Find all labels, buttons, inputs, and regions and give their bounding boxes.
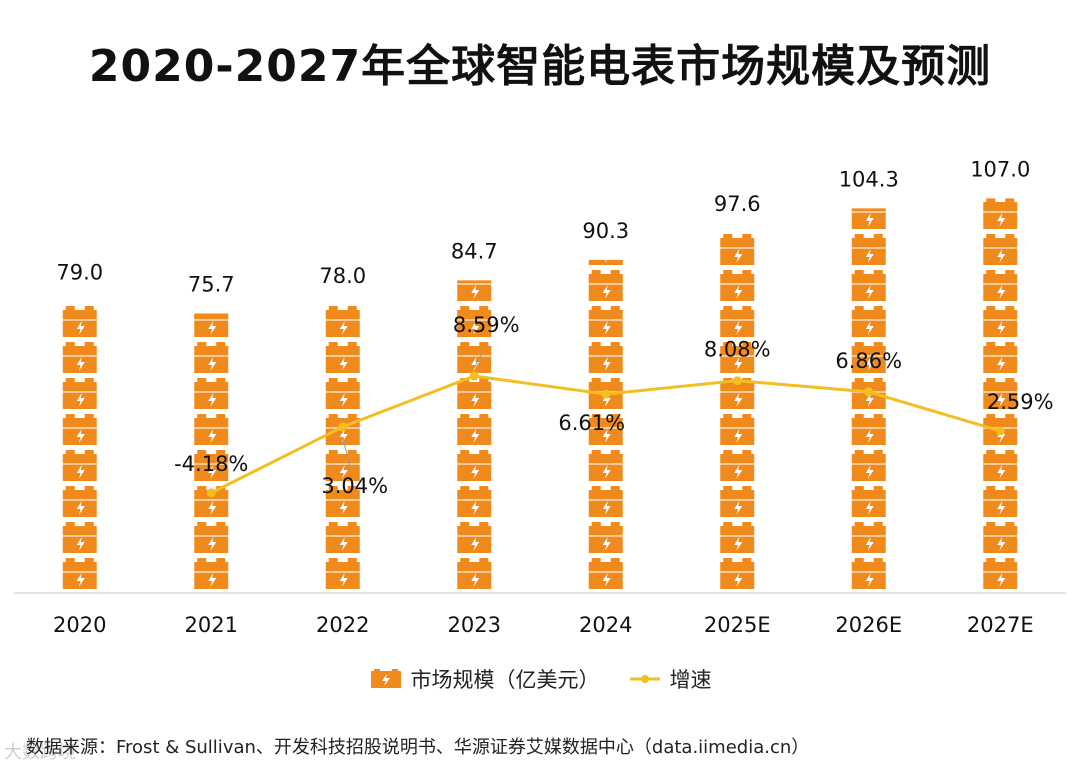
chart-legend: 市场规模（亿美元） 增速 xyxy=(0,664,1080,694)
bar-2025E[interactable] xyxy=(720,198,755,589)
x-tick-label: 2020 xyxy=(53,613,106,637)
bar-value-label: 79.0 xyxy=(56,260,103,284)
bar-2026E[interactable] xyxy=(851,162,886,589)
x-tick-label: 2025E xyxy=(704,613,771,637)
line-marker-icon xyxy=(629,675,660,683)
bar-value-label: 97.6 xyxy=(714,192,761,216)
growth-value-label: 8.59% xyxy=(453,313,520,337)
bar-2027E[interactable] xyxy=(983,162,1018,589)
x-tick-label: 2023 xyxy=(448,613,501,637)
watermark: 大数跨境 xyxy=(4,742,76,763)
x-tick-label: 2022 xyxy=(316,613,369,637)
bar-2023[interactable] xyxy=(457,234,492,589)
growth-point[interactable] xyxy=(338,422,348,432)
growth-value-label: -4.18% xyxy=(174,452,248,476)
growth-point[interactable] xyxy=(601,389,611,399)
legend-item-growth[interactable]: 增速 xyxy=(628,664,712,694)
growth-point[interactable] xyxy=(469,371,479,381)
bar-value-label: 75.7 xyxy=(188,273,235,297)
growth-point[interactable] xyxy=(732,376,742,386)
legend-label-market-size: 市场规模（亿美元） xyxy=(410,668,600,692)
growth-value-label: 2.59% xyxy=(987,390,1054,414)
x-tick-label: 2027E xyxy=(967,613,1034,637)
source-note: 数据来源：Frost & Sullivan、开发科技招股说明书、华源证券艾媒数据… xyxy=(26,737,810,758)
x-tick-label: 2026E xyxy=(835,613,902,637)
bar-2021[interactable] xyxy=(194,270,229,589)
bar-value-label: 104.3 xyxy=(839,167,899,191)
x-tick-label: 2024 xyxy=(579,613,632,637)
bar-value-label: 84.7 xyxy=(451,239,498,263)
growth-point[interactable] xyxy=(206,488,216,498)
growth-value-label: 3.04% xyxy=(321,474,388,498)
growth-value-label: 8.08% xyxy=(704,338,771,362)
legend-item-market-size[interactable]: 市场规模（亿美元） xyxy=(369,664,600,694)
chart-area: 79.0 75.7 78.0 84.7 90.3 97.6 104.3 107.0 2020 20… xyxy=(14,157,1066,637)
bar-value-label: 78.0 xyxy=(319,264,366,288)
chart-title: 2020-2027年全球智能电表市场规模及预测 xyxy=(88,41,992,92)
bar-value-label: 107.0 xyxy=(970,157,1030,181)
x-tick-label: 2021 xyxy=(185,613,238,637)
meter-icon xyxy=(370,669,401,688)
growth-point[interactable] xyxy=(995,426,1005,436)
label-leader-line xyxy=(473,353,482,369)
label-leader-line xyxy=(342,436,351,467)
growth-value-label: 6.61% xyxy=(558,411,625,435)
bar-2020[interactable] xyxy=(62,234,97,589)
growth-point[interactable] xyxy=(864,387,874,397)
legend-label-growth: 增速 xyxy=(669,668,712,692)
bar-value-label: 90.3 xyxy=(582,219,629,243)
growth-value-label: 6.86% xyxy=(835,349,902,373)
